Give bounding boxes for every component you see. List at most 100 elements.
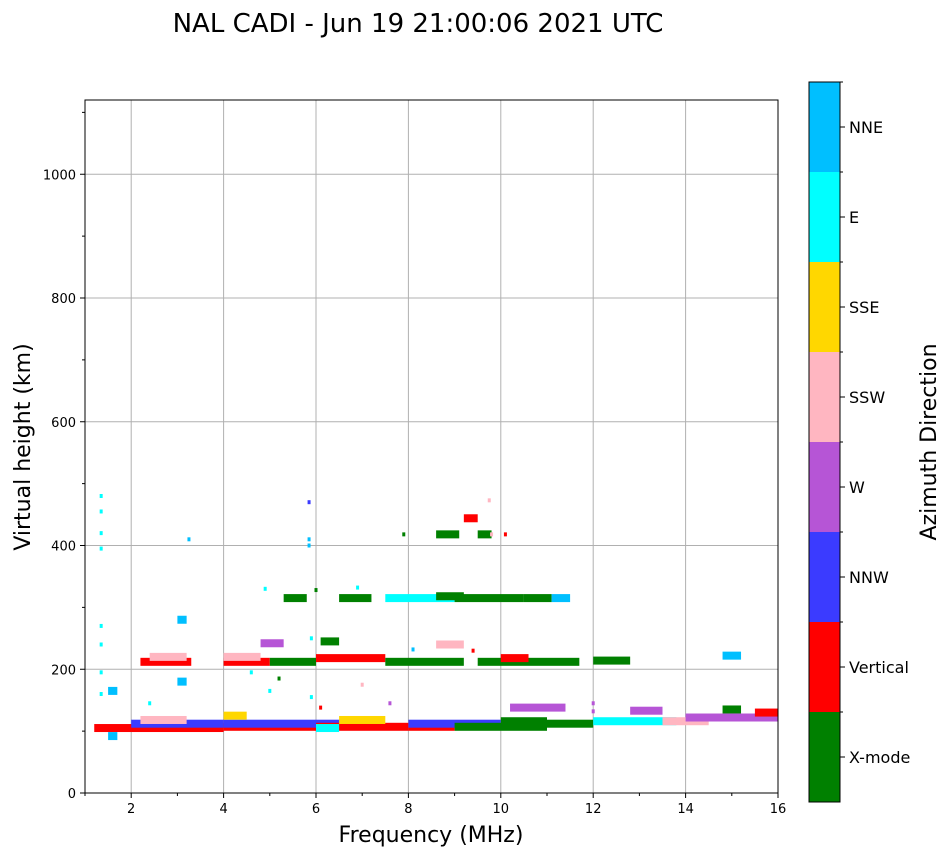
x-tick-label: 14 xyxy=(677,802,694,817)
data-marks xyxy=(94,494,778,741)
y-axis: 0 200 400 600 800 1000 xyxy=(43,111,85,802)
echo-point xyxy=(360,682,364,687)
y-axis-label: Virtual height (km) xyxy=(11,343,36,550)
echo-segment xyxy=(722,705,742,714)
colorbar-tick-label: NNW xyxy=(849,568,889,587)
echo-segment xyxy=(500,654,529,663)
echo-point xyxy=(263,586,267,591)
echo-point xyxy=(307,500,311,505)
colorbar-tick-label: X-mode xyxy=(849,748,910,767)
echo-segment xyxy=(140,715,187,724)
echo-segment xyxy=(94,724,224,733)
echo-segment xyxy=(722,651,742,660)
colorbar-label: Azimuth Direction xyxy=(917,343,942,540)
echo-point xyxy=(99,509,103,514)
colorbar-swatch xyxy=(809,712,840,802)
echo-segment xyxy=(685,713,778,722)
echo-segment xyxy=(510,703,566,712)
echo-segment xyxy=(551,594,571,603)
colorbar-swatch xyxy=(809,262,840,352)
echo-segment xyxy=(436,592,464,601)
x-tick-label: 6 xyxy=(312,802,320,817)
echo-segment xyxy=(260,639,284,648)
echo-segment xyxy=(140,657,192,666)
echo-point xyxy=(249,670,253,675)
echo-point xyxy=(503,532,507,537)
y-tick-label: 600 xyxy=(51,416,76,431)
echo-segment xyxy=(223,711,247,720)
echo-segment xyxy=(316,654,386,663)
echo-point xyxy=(99,670,103,675)
echo-segment xyxy=(593,717,677,726)
echo-segment xyxy=(223,657,270,666)
echo-segment xyxy=(477,657,580,666)
echo-point xyxy=(99,642,103,647)
echo-segment xyxy=(223,719,363,728)
echo-point xyxy=(307,537,311,542)
echo-segment xyxy=(269,657,316,666)
echo-segment xyxy=(283,594,307,603)
echo-segment xyxy=(177,677,187,686)
echo-segment xyxy=(339,594,372,603)
echo-segment xyxy=(339,715,386,724)
echo-segment xyxy=(223,652,261,661)
colorbar-tick-label: W xyxy=(849,478,865,497)
echo-point xyxy=(591,701,595,706)
echo-point xyxy=(187,537,191,542)
echo-segment xyxy=(177,615,187,624)
x-tick-label: 12 xyxy=(585,802,602,817)
x-tick-label: 8 xyxy=(404,802,412,817)
y-tick-label: 0 xyxy=(68,787,76,802)
grid-lines xyxy=(85,100,779,794)
echo-point xyxy=(277,676,281,681)
echo-segment xyxy=(149,652,187,661)
x-axis-label: Frequency (MHz) xyxy=(339,823,524,848)
echo-segment xyxy=(436,530,460,539)
echo-point xyxy=(411,647,415,652)
x-tick-label: 4 xyxy=(219,802,227,817)
echo-point xyxy=(309,695,313,700)
echo-point xyxy=(402,532,406,537)
echo-segment xyxy=(454,594,524,603)
echo-segment xyxy=(463,514,478,523)
echo-segment xyxy=(385,594,455,603)
x-tick-label: 10 xyxy=(493,802,510,817)
echo-point xyxy=(314,588,318,593)
echo-point xyxy=(307,543,311,548)
echo-segment xyxy=(593,656,631,665)
echo-segment xyxy=(320,637,340,646)
plot-frame xyxy=(84,99,779,794)
echo-segment xyxy=(754,708,778,717)
colorbar-tick-label: SSW xyxy=(849,388,885,407)
echo-point xyxy=(490,532,494,537)
echo-point xyxy=(99,623,103,628)
echo-segment xyxy=(436,640,464,649)
colorbar-swatch xyxy=(809,82,840,172)
echo-segment xyxy=(523,594,552,603)
echo-point xyxy=(388,701,392,706)
echo-segment xyxy=(477,530,492,539)
x-tick-label: 2 xyxy=(127,802,135,817)
colorbar-tick-label: Vertical xyxy=(849,658,909,677)
echo-segment xyxy=(454,722,547,731)
y-tick-label: 1000 xyxy=(43,168,76,183)
echo-point xyxy=(99,546,103,551)
colorbar-swatch xyxy=(809,532,840,622)
echo-segment xyxy=(316,724,340,733)
x-axis: 2 4 6 8 10 12 14 16 xyxy=(84,793,786,817)
echo-point xyxy=(148,701,152,706)
echo-segment xyxy=(408,719,501,728)
colorbar-swatch xyxy=(809,442,840,532)
colorbar-tick-label: E xyxy=(849,208,859,227)
echo-point xyxy=(591,709,595,714)
echo-segment xyxy=(630,706,663,715)
echo-point xyxy=(487,498,491,503)
y-tick-label: 200 xyxy=(51,663,76,678)
echo-segment xyxy=(385,657,464,666)
echo-point xyxy=(99,494,103,498)
echo-point xyxy=(309,636,313,641)
colorbar-tick-label: NNE xyxy=(849,118,883,137)
echo-point xyxy=(268,688,272,693)
echo-point xyxy=(356,585,360,590)
